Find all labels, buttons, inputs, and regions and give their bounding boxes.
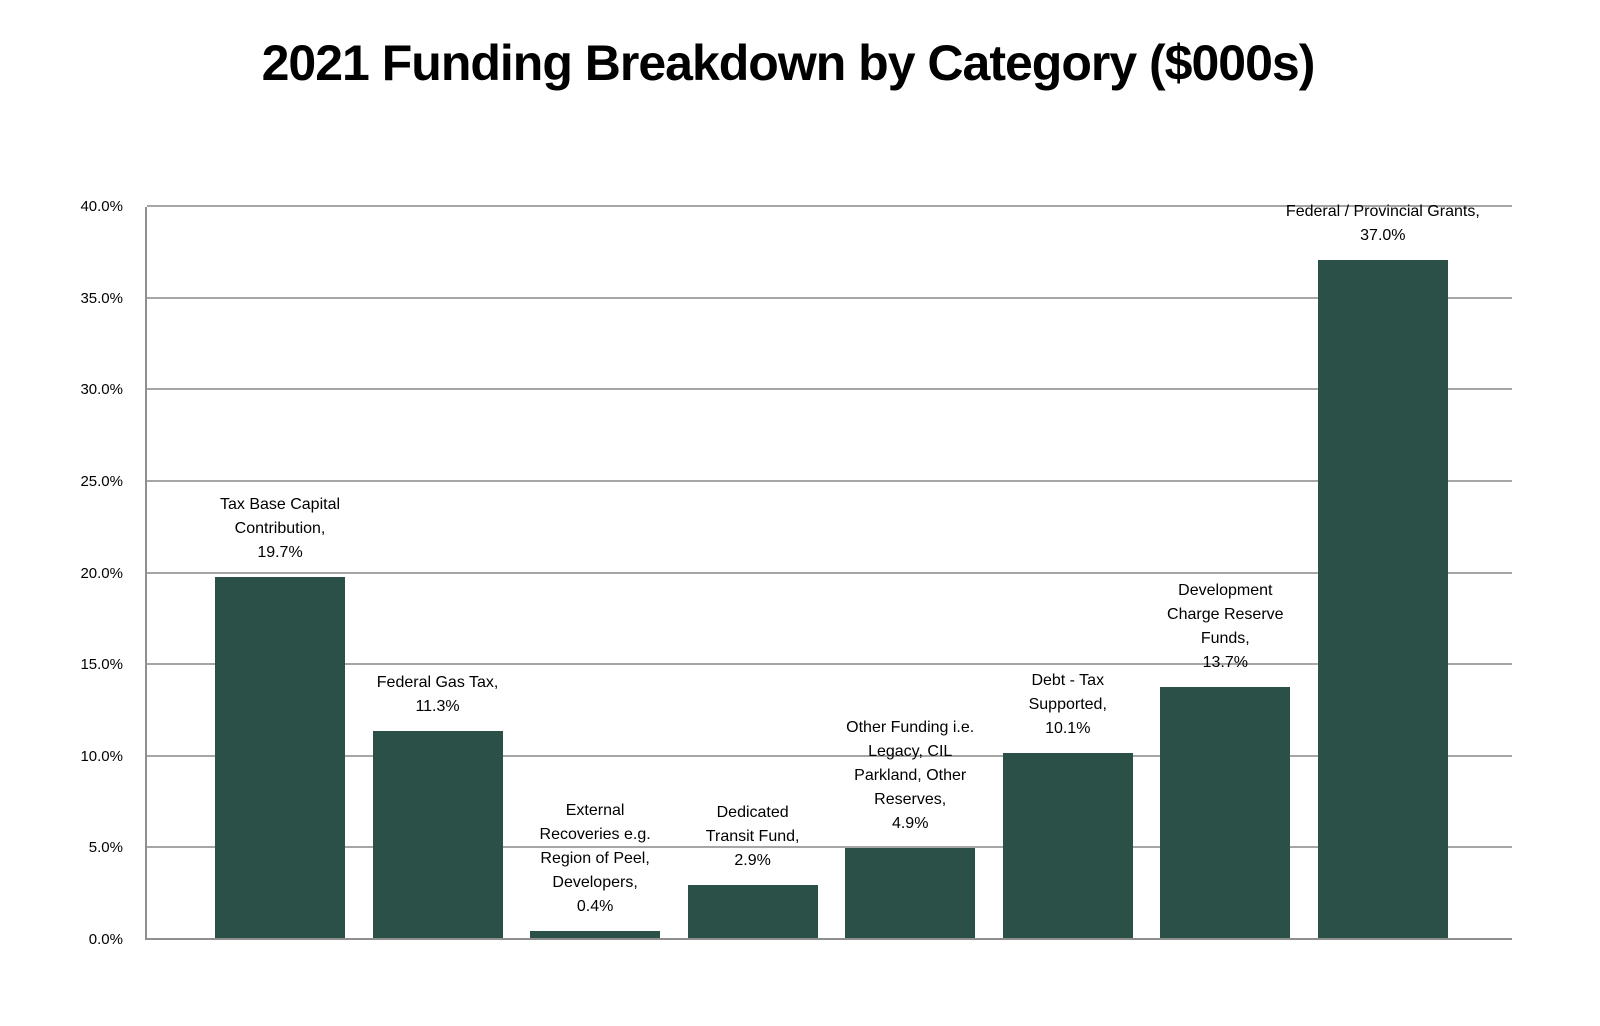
bar-data-label-line: 4.9% [891, 815, 929, 833]
y-axis-tick-label: 5.0% [88, 839, 123, 857]
plot-area: Tax Base Capital Contribution, 19.7% Federa… [145, 203, 1512, 940]
bar-data-label-line: 10.1% [1045, 719, 1091, 737]
bar-data-label-line: Development [1178, 581, 1273, 599]
bar-data-label-line: Federal Gas Tax, [376, 673, 499, 691]
bar-data-label-line: Tax Base Capital [219, 496, 341, 513]
bar-2 [372, 730, 503, 938]
bar-data-label: Tax Base Capital Contribution, 19.7% [220, 493, 340, 565]
y-axis-labels: 40.0% 35.0% 30.0% 25.0% 20.0% 15.0% 10.0% 5.0% 0… [0, 198, 133, 948]
bar-data-label-line: Federal / Provincial Grants, [1285, 202, 1480, 220]
bar-data-label: Federal / Provincial Grants, 37.0% [1286, 200, 1480, 248]
bar-data-label-line: Charge Reserve [1167, 605, 1284, 623]
y-axis-tick-label: 35.0% [80, 289, 123, 307]
bar-data-label-line: 13.7% [1202, 653, 1248, 671]
bar-data-label-line: Funds, [1200, 629, 1250, 647]
bar-data-label-line: Legacy, CIL [868, 743, 953, 761]
bar-data-label-line: Dedicated [716, 803, 789, 821]
y-axis-tick-label: 15.0% [80, 656, 123, 674]
bar-data-label-line: 37.0% [1360, 226, 1406, 244]
bar-data-label: Debt - Tax Supported, 10.1% [1029, 669, 1107, 741]
gridline-40pct [147, 205, 1512, 207]
bar-data-label: Dedicated Transit Fund, 2.9% [706, 801, 800, 873]
gridline-20pct [147, 571, 1512, 574]
bar-data-label-line: Transit Fund, [705, 827, 800, 845]
bar-data-label-line: Debt - Tax [1031, 671, 1105, 689]
bar-data-label-line: Recoveries e.g. [539, 825, 651, 843]
gridline-10pct [147, 754, 1512, 757]
y-axis-tick-label: 10.0% [80, 747, 123, 765]
bar-data-label-line: Contribution, [234, 520, 326, 537]
bar-data-label-line: Reserves, [874, 791, 947, 809]
bar-3 [530, 930, 661, 938]
gridline-35pct [147, 296, 1512, 299]
y-axis-tick-label: 40.0% [80, 198, 123, 215]
y-axis-tick-label: 25.0% [80, 472, 123, 490]
gridline-5pct [147, 846, 1512, 849]
bar-data-label-line: Developers, [552, 873, 638, 891]
bar-data-label-line: Other Funding i.e. [846, 719, 975, 737]
bar-data-label-line: 11.3% [415, 697, 460, 715]
bar-data-label-line: External [565, 801, 625, 819]
bar-data-label: Development Charge Reserve Funds, 13.7% [1167, 579, 1284, 675]
bar-data-label-line: 0.4% [576, 897, 614, 915]
bar-5 [845, 848, 976, 938]
bar-data-label-line: Region of Peel, [540, 849, 650, 867]
bar-4 [687, 884, 818, 938]
bar-1 [215, 577, 345, 938]
gridline-15pct [147, 663, 1512, 666]
bar-data-label: External Recoveries e.g. Region of Peel, De… [540, 799, 651, 919]
gridline-30pct [147, 388, 1512, 391]
y-axis-tick-label: 30.0% [80, 381, 123, 399]
chart-title: 2021 Funding Breakdown by Category ($000… [261, 35, 1316, 91]
bar-8 [1317, 259, 1448, 938]
gridline-25pct [147, 479, 1512, 482]
bar-6 [1002, 752, 1133, 938]
bar-data-label-line: Supported, [1028, 695, 1107, 713]
bar-data-label-line: 19.7% [257, 544, 303, 561]
y-axis-tick-label: 20.0% [80, 564, 123, 582]
bar-data-label: Federal Gas Tax, 11.3% [377, 671, 499, 719]
bar-7 [1160, 686, 1291, 938]
y-axis-tick-label: 0.0% [88, 931, 123, 948]
bar-data-label-line: Parkland, Other [854, 767, 967, 785]
bar-data-label-line: 2.9% [734, 851, 771, 869]
bar-data-label: Other Funding i.e. Legacy, CIL Parkland, O… [846, 716, 974, 836]
